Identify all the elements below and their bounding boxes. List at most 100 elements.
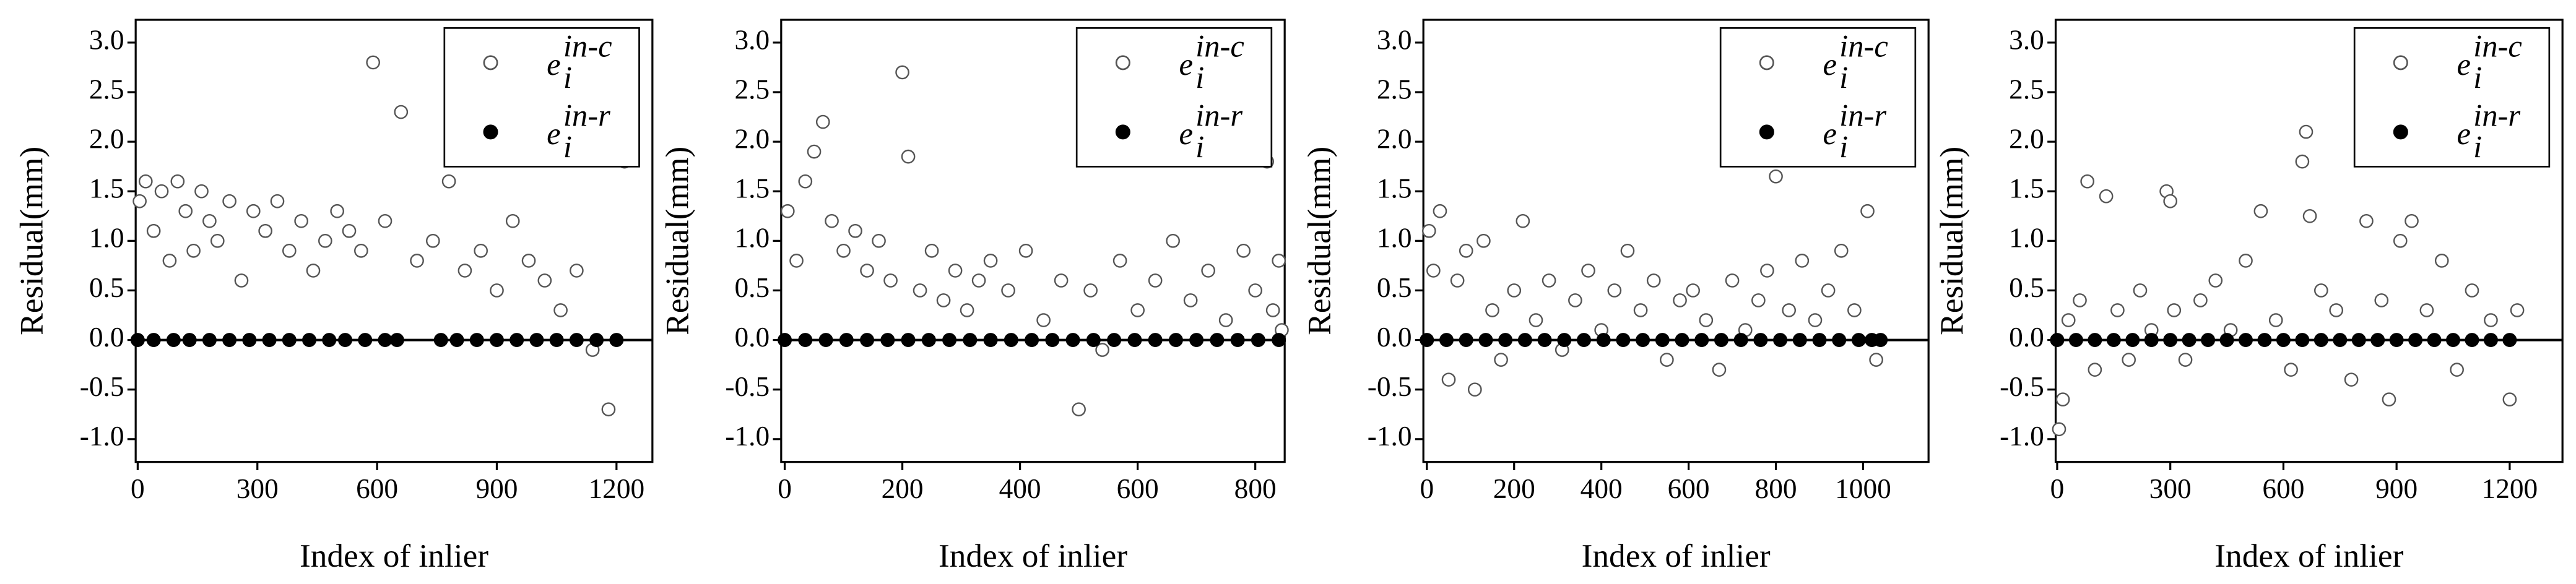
point: [1065, 333, 1080, 348]
point: [2483, 333, 2498, 348]
point: [441, 174, 456, 189]
point: [282, 244, 297, 258]
point: [2080, 174, 2094, 189]
point: [2465, 283, 2479, 298]
point: [1760, 264, 1774, 278]
point: [1477, 233, 1491, 248]
point: [234, 273, 249, 288]
point: [1095, 343, 1109, 357]
point: [942, 333, 957, 348]
point: [1714, 333, 1728, 348]
point: [901, 149, 916, 164]
y-tick-label: 3.0: [89, 24, 124, 55]
y-tick-label: -1.0: [80, 421, 124, 452]
point: [1557, 333, 1572, 348]
legend-label-sub: i: [1195, 60, 1204, 95]
legend-marker: [1759, 55, 1774, 71]
point: [1792, 333, 1807, 348]
x-axis-label: Index of inlier: [1582, 537, 1771, 574]
point: [2201, 333, 2216, 348]
point: [2302, 208, 2317, 223]
point: [860, 333, 875, 348]
y-tick-label: 1.0: [89, 223, 124, 254]
point: [895, 65, 909, 80]
point: [2434, 254, 2449, 268]
point: [2239, 333, 2253, 348]
point: [2333, 333, 2348, 348]
legend-label-sub: i: [2473, 60, 2482, 95]
legend-label: e: [547, 116, 560, 151]
x-tick-label: 600: [356, 473, 398, 504]
y-axis-label: Residual(mm): [13, 147, 50, 335]
point: [2125, 333, 2140, 348]
legend-marker: [1759, 124, 1774, 140]
point: [2510, 303, 2525, 317]
legend-label-sub: i: [563, 129, 572, 164]
point: [2106, 333, 2121, 348]
legend-label-sup: in-c: [1839, 29, 1888, 64]
point: [2450, 363, 2464, 377]
point: [1699, 313, 1714, 327]
point: [2167, 303, 2182, 317]
legend: e iin-ce iin-r: [1719, 27, 1917, 168]
point: [848, 223, 862, 238]
point: [222, 333, 237, 348]
point: [883, 273, 898, 288]
point: [2446, 333, 2460, 348]
panel: 0 300 600 900 1200 -1.0 -0.5 0.0 0.5 1.0 1.5 2.0 2.5…: [13, 19, 654, 574]
x-tick-label: 600: [2262, 473, 2304, 504]
panel: 0 300 600 900 1200 -1.0 -0.5 0.0 0.5 1.0 1.5 2.0 2.5…: [1933, 19, 2564, 574]
point: [2122, 353, 2136, 367]
y-axis-label: Residual(mm): [1933, 147, 1970, 335]
point: [1636, 333, 1650, 348]
point: [880, 333, 895, 348]
point: [1633, 303, 1648, 317]
point: [378, 213, 392, 228]
point: [1148, 333, 1163, 348]
point: [2484, 313, 2498, 327]
y-tick-label: 2.5: [89, 74, 124, 105]
point: [132, 194, 147, 208]
point: [246, 204, 261, 218]
point: [2088, 333, 2102, 348]
x-axis-label: Index of inlier: [2214, 537, 2403, 574]
point: [1769, 169, 1783, 184]
point: [1210, 333, 1225, 348]
legend-label-sup: in-r: [2473, 98, 2520, 133]
point: [798, 174, 813, 189]
point: [1517, 333, 1532, 348]
point: [1218, 313, 1233, 327]
point: [1542, 273, 1556, 288]
point: [2193, 293, 2208, 307]
legend-label-sup: in-r: [563, 98, 610, 133]
point: [1189, 333, 1204, 348]
point: [818, 333, 833, 348]
point: [194, 184, 209, 199]
point: [1712, 363, 1727, 377]
legend-label-sup: in-r: [1195, 98, 1242, 133]
point: [1467, 382, 1482, 397]
point: [2061, 313, 2076, 327]
point: [2502, 392, 2517, 407]
point: [353, 244, 368, 258]
point: [1607, 283, 1622, 298]
y-tick-label: 3.0: [2009, 24, 2044, 55]
y-tick-label: 1.0: [2009, 223, 2044, 254]
point: [1168, 333, 1183, 348]
point: [1832, 333, 1847, 348]
point: [1420, 333, 1434, 348]
x-tick-label: 900: [475, 473, 518, 504]
legend-marker: [1115, 124, 1130, 140]
point: [1516, 213, 1530, 228]
point: [549, 333, 564, 348]
point: [1596, 333, 1611, 348]
point: [778, 333, 792, 348]
legend-label-sup: in-r: [1839, 98, 1886, 133]
legend-label-sup: in-c: [563, 29, 612, 64]
point: [258, 223, 272, 238]
x-tick-label: 0: [2050, 473, 2065, 504]
point: [2382, 392, 2396, 407]
point: [2052, 422, 2066, 437]
point: [936, 293, 951, 307]
